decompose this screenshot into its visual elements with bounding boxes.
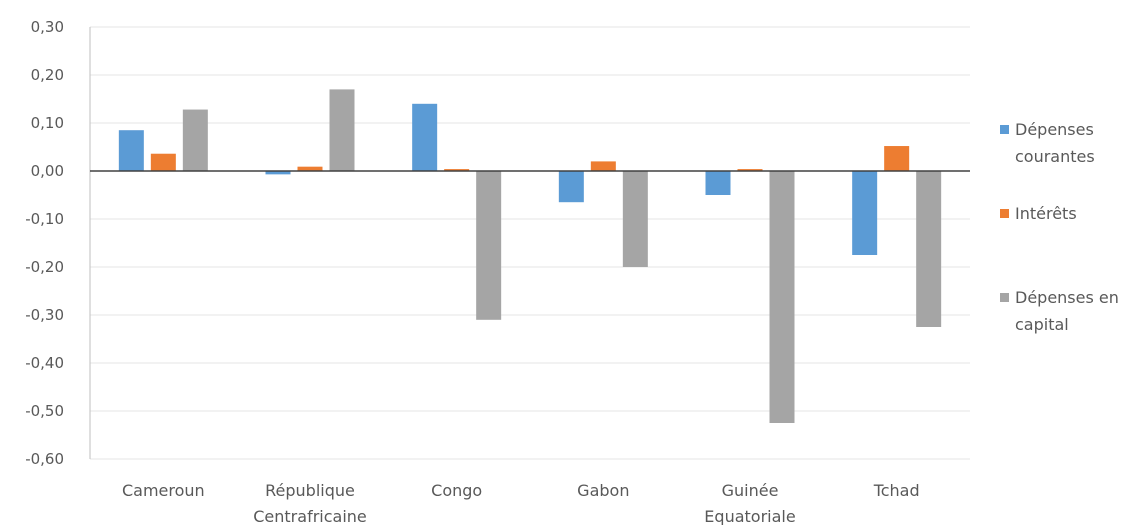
x-category-label: Congo xyxy=(431,481,482,500)
y-tick-label: -0,40 xyxy=(25,354,64,372)
y-tick-label: 0,20 xyxy=(31,66,64,84)
legend-swatch xyxy=(1000,293,1009,302)
bar xyxy=(622,171,648,267)
legend-swatch xyxy=(1000,125,1009,134)
axes xyxy=(89,27,970,459)
y-tick-label: 0,00 xyxy=(31,162,64,180)
y-axis-ticks: 0,30 0,20 0,10 0,00 -0,10 -0,20 -0,30 -0,40 -0,5… xyxy=(25,18,64,468)
y-tick-label: -0,50 xyxy=(25,402,64,420)
x-category-label: Gabon xyxy=(577,481,629,500)
y-tick-label: -0,60 xyxy=(25,450,64,468)
bars xyxy=(118,89,942,423)
bar xyxy=(558,171,584,203)
bar xyxy=(265,171,291,175)
bar xyxy=(705,171,731,195)
bar xyxy=(852,171,878,255)
bar xyxy=(118,130,144,171)
bar xyxy=(297,166,323,171)
y-tick-label: -0,10 xyxy=(25,210,64,228)
bar xyxy=(737,169,763,171)
bar xyxy=(150,153,176,171)
bar xyxy=(329,89,355,171)
bar xyxy=(884,146,910,171)
bar xyxy=(916,171,942,327)
y-tick-label: -0,30 xyxy=(25,306,64,324)
x-category-label: Guinée Equatoriale xyxy=(704,481,795,525)
x-category-label: Tchad xyxy=(873,481,920,500)
bar xyxy=(769,171,795,423)
y-tick-label: 0,30 xyxy=(31,18,64,36)
y-tick-label: 0,10 xyxy=(31,114,64,132)
bar xyxy=(476,171,502,320)
bar xyxy=(412,103,438,171)
gridlines xyxy=(90,26,970,460)
legend-swatch xyxy=(1000,209,1009,218)
legend: Dépenses courantes Intérêts Dépenses en capi… xyxy=(1000,120,1119,334)
y-tick-label: -0,20 xyxy=(25,258,64,276)
x-category-label: République Centrafricaine xyxy=(253,481,367,525)
legend-label: Dépenses en capital xyxy=(1015,288,1119,334)
bar xyxy=(590,161,616,171)
bar xyxy=(182,109,208,171)
legend-label: Dépenses courantes xyxy=(1015,120,1095,166)
x-axis-categories: Cameroun République Centrafricaine Congo Gab… xyxy=(122,481,920,526)
legend-label: Intérêts xyxy=(1015,204,1077,223)
bar xyxy=(444,169,470,171)
x-category-label: Cameroun xyxy=(122,481,205,500)
